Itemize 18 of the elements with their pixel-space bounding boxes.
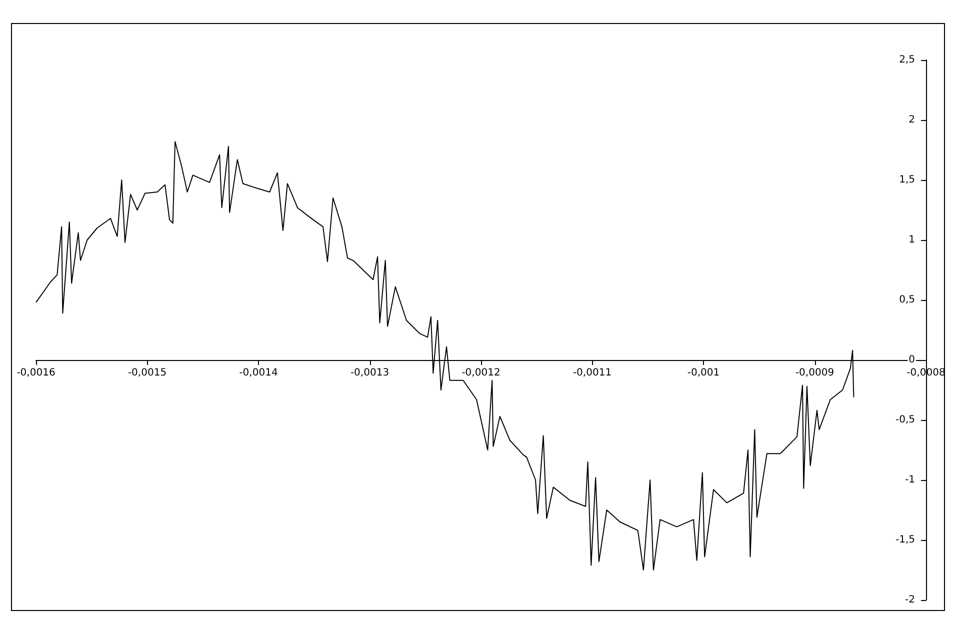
y-tick-label: -1: [905, 474, 915, 486]
x-tick-label: -0,0014: [239, 368, 278, 378]
x-tick-label: -0,0011: [572, 368, 612, 378]
x-tick-label: -0,0009: [795, 368, 834, 378]
y-tick-label: 0,5: [899, 294, 915, 306]
y-tick-label: 2: [908, 114, 915, 126]
y-tick-label: 2,5: [899, 54, 915, 66]
y-tick-label: -1,5: [895, 534, 915, 546]
y-tick-label: 1,5: [899, 174, 915, 186]
y-tick-label: -0,5: [895, 414, 915, 426]
x-tick-label: -0,0013: [350, 368, 390, 378]
x-tick-label: -0,001: [687, 368, 720, 378]
x-tick-label: -0,0016: [16, 368, 56, 378]
x-tick-label: -0,0012: [462, 368, 500, 378]
x-tick-label: -0,0015: [128, 368, 167, 378]
y-tick-label: 0: [908, 354, 915, 366]
y-tick-label: -2: [905, 594, 915, 606]
y-tick-label: 1: [908, 234, 915, 246]
